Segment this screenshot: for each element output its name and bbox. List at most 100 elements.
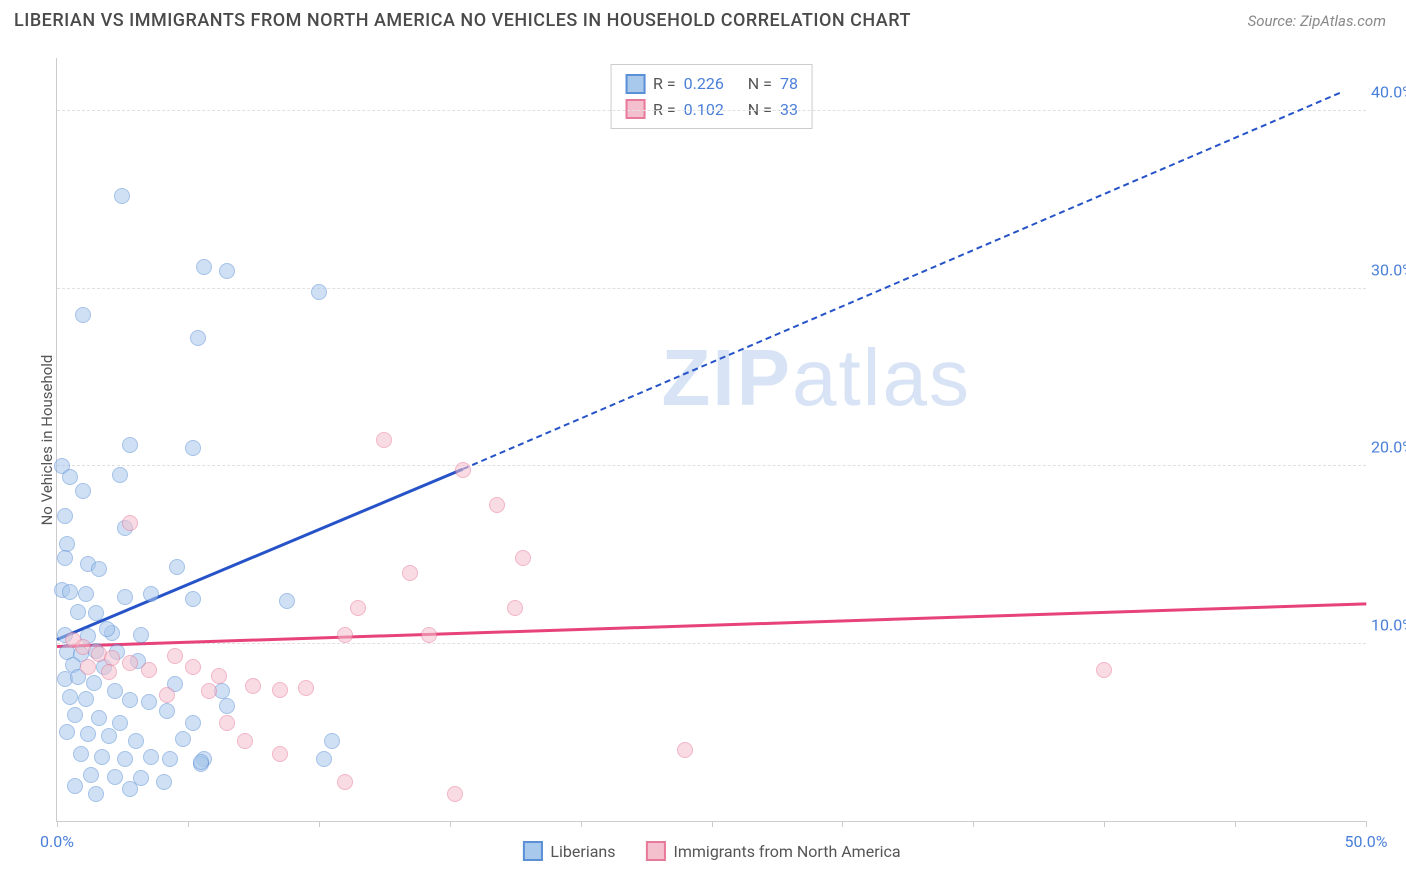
scatter-point (59, 724, 75, 740)
x-tick (57, 821, 58, 827)
scatter-point (141, 662, 157, 678)
scatter-point (122, 781, 138, 797)
scatter-point (201, 683, 217, 699)
scatter-point (162, 751, 178, 767)
legend-swatch-b0 (522, 841, 542, 861)
scatter-point (57, 508, 73, 524)
x-tick (188, 821, 189, 827)
scatter-point (91, 561, 107, 577)
legend-label-1: Immigrants from North America (674, 842, 901, 861)
scatter-point (350, 600, 366, 616)
trend-line (57, 467, 464, 640)
scatter-point (272, 746, 288, 762)
scatter-point (101, 728, 117, 744)
scatter-point (245, 678, 261, 694)
grid-line-h (57, 643, 1366, 644)
scatter-point (159, 703, 175, 719)
x-tick (1104, 821, 1105, 827)
legend-series: Liberians Immigrants from North America (522, 841, 900, 861)
scatter-point (1096, 662, 1112, 678)
legend-swatch-b1 (646, 841, 666, 861)
legend-item-1: Immigrants from North America (646, 841, 901, 861)
scatter-point (88, 786, 104, 802)
x-tick (973, 821, 974, 827)
scatter-point (272, 682, 288, 698)
scatter-point (117, 751, 133, 767)
scatter-point (489, 497, 505, 513)
scatter-point (143, 586, 159, 602)
grid-line-h (57, 110, 1366, 111)
scatter-point (185, 591, 201, 607)
scatter-point (185, 715, 201, 731)
scatter-point (91, 710, 107, 726)
trend-line-dashed (462, 92, 1340, 470)
y-tick-label: 20.0% (1371, 438, 1406, 457)
scatter-point (73, 746, 89, 762)
x-tick (1366, 821, 1367, 827)
scatter-point (67, 707, 83, 723)
scatter-point (75, 307, 91, 323)
y-tick-label: 10.0% (1371, 615, 1406, 634)
watermark-zip: ZIP (662, 333, 792, 422)
scatter-point (80, 659, 96, 675)
scatter-point (143, 749, 159, 765)
scatter-point (75, 483, 91, 499)
scatter-point (80, 726, 96, 742)
scatter-point (455, 462, 471, 478)
scatter-point (83, 767, 99, 783)
scatter-point (122, 655, 138, 671)
scatter-point (211, 668, 227, 684)
chart-header: LIBERIAN VS IMMIGRANTS FROM NORTH AMERIC… (0, 0, 1406, 41)
scatter-point (57, 550, 73, 566)
watermark-atlas: atlas (792, 333, 971, 422)
r-label-0: R = (653, 71, 676, 97)
chart-source: Source: ZipAtlas.com (1248, 12, 1386, 30)
scatter-point (447, 786, 463, 802)
scatter-point (78, 691, 94, 707)
scatter-point (156, 774, 172, 790)
scatter-point (279, 593, 295, 609)
scatter-point (185, 440, 201, 456)
x-tick-label: 0.0% (40, 832, 74, 851)
x-tick (319, 821, 320, 827)
y-tick-label: 30.0% (1371, 260, 1406, 279)
r-value-0: 0.226 (684, 71, 724, 97)
legend-row-0: R = 0.226 N = 78 (625, 71, 798, 97)
trend-line (57, 602, 1366, 647)
chart-title: LIBERIAN VS IMMIGRANTS FROM NORTH AMERIC… (14, 10, 911, 31)
scatter-point (193, 754, 209, 770)
scatter-point (337, 627, 353, 643)
scatter-point (122, 437, 138, 453)
scatter-point (196, 259, 212, 275)
scatter-point (133, 627, 149, 643)
scatter-point (99, 621, 115, 637)
scatter-point (337, 774, 353, 790)
x-tick (581, 821, 582, 827)
x-tick (712, 821, 713, 827)
scatter-point (421, 627, 437, 643)
x-tick (450, 821, 451, 827)
scatter-point (169, 559, 185, 575)
scatter-point (86, 675, 102, 691)
scatter-point (67, 778, 83, 794)
scatter-point (219, 698, 235, 714)
scatter-point (311, 284, 327, 300)
scatter-point (112, 467, 128, 483)
scatter-point (175, 731, 191, 747)
scatter-point (185, 659, 201, 675)
scatter-point (190, 330, 206, 346)
scatter-point (101, 664, 117, 680)
scatter-point (122, 515, 138, 531)
scatter-point (128, 733, 144, 749)
watermark: ZIPatlas (662, 332, 971, 424)
scatter-point (62, 584, 78, 600)
chart-container: No Vehicles in Household ZIPatlas R = 0.… (14, 48, 1386, 872)
scatter-point (515, 550, 531, 566)
scatter-point (94, 749, 110, 765)
y-tick-label: 40.0% (1371, 83, 1406, 102)
scatter-point (298, 680, 314, 696)
n-value-0: 78 (780, 71, 798, 97)
scatter-point (219, 263, 235, 279)
n-label-0: N = (748, 71, 772, 97)
grid-line-h (57, 465, 1366, 466)
